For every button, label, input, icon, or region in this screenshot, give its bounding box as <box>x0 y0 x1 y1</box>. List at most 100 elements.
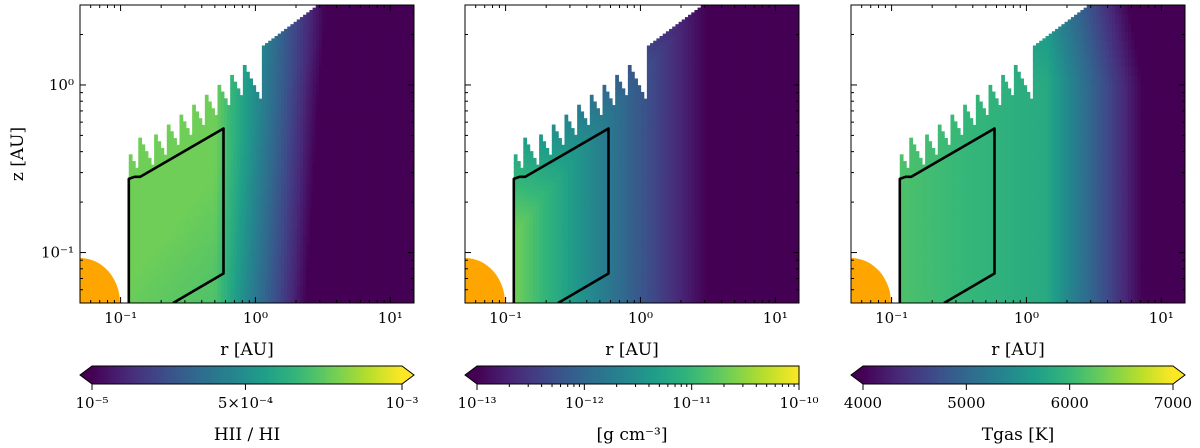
heatmap-cell <box>627 225 632 234</box>
heatmap-cell <box>325 171 330 181</box>
heatmap-cell <box>653 110 657 119</box>
heatmap-cell <box>379 101 383 111</box>
heatmap-cell <box>160 266 165 272</box>
heatmap-cell <box>593 249 597 257</box>
heatmap-cell <box>347 215 352 225</box>
heatmap-cell <box>567 276 572 283</box>
heatmap-cell <box>227 233 231 240</box>
heatmap-cell <box>366 285 371 295</box>
heatmap-cell <box>337 101 342 111</box>
heatmap-cell <box>554 207 559 213</box>
heatmap-cell <box>274 106 279 116</box>
heatmap-cell <box>166 135 171 141</box>
heatmap-cell <box>192 145 196 152</box>
heatmap-cell <box>287 262 292 272</box>
heatmap-cell <box>160 166 165 172</box>
heatmap-cell <box>239 186 244 194</box>
heatmap-cell <box>643 134 648 142</box>
heatmap-cell <box>379 110 383 120</box>
heatmap-cell <box>227 279 231 287</box>
heatmap-cell <box>258 194 263 202</box>
heatmap-cell <box>401 276 406 287</box>
heatmap-cell <box>131 177 136 183</box>
heatmap-cell <box>147 226 152 232</box>
heatmap-cell <box>337 276 342 287</box>
heatmap-cell <box>548 272 553 278</box>
heatmap-cell <box>182 206 187 213</box>
heatmap-cell <box>176 172 181 178</box>
heatmap-cell <box>268 133 272 142</box>
heatmap-cell <box>223 248 228 256</box>
heatmap-cell <box>337 162 342 173</box>
heatmap-cell <box>385 259 390 269</box>
heatmap-cell <box>163 215 168 221</box>
heatmap-cell <box>621 195 626 203</box>
heatmap-cell <box>131 298 136 303</box>
heatmap-cell <box>227 186 231 193</box>
heatmap-cell <box>293 129 298 139</box>
heatmap-cell <box>208 137 212 144</box>
heatmap-cell <box>249 98 253 106</box>
heatmap-cell <box>246 166 250 175</box>
heatmap-cell <box>334 215 339 225</box>
heatmap-cell <box>214 170 219 177</box>
heatmap-cell <box>334 154 339 164</box>
heatmap-cell <box>586 130 591 136</box>
heatmap-cell <box>227 169 231 176</box>
heatmap-cell <box>394 83 399 94</box>
heatmap-cell <box>322 92 326 103</box>
heatmap-cell <box>157 260 162 266</box>
heatmap-cell <box>605 278 610 285</box>
heatmap-cell <box>404 162 409 173</box>
heatmap-cell <box>284 45 288 54</box>
heatmap-cell <box>369 31 374 41</box>
heatmap-cell <box>369 189 374 199</box>
heatmap-cell <box>246 194 250 202</box>
heatmap-cell <box>179 136 184 143</box>
heatmap-cell <box>144 231 149 237</box>
heatmap-cell <box>236 176 241 184</box>
heatmap-cell <box>290 278 295 288</box>
heatmap-cell <box>182 265 187 272</box>
heatmap-cell <box>573 159 578 166</box>
heatmap-cell <box>545 230 550 236</box>
heatmap-cell <box>169 252 174 259</box>
heatmap-cell <box>252 264 257 272</box>
heatmap-cell <box>646 143 651 153</box>
heatmap-cell <box>665 135 670 144</box>
heatmap-cell <box>334 232 339 243</box>
heatmap-cell <box>535 209 540 215</box>
heatmap-cell <box>223 260 228 268</box>
heatmap-cell <box>586 156 591 163</box>
heatmap-cell <box>602 110 607 118</box>
heatmap-cell <box>239 125 244 133</box>
heatmap-cell <box>223 182 228 190</box>
heatmap-cell <box>615 128 619 136</box>
heatmap-cell <box>573 139 578 146</box>
heatmap-cell <box>532 234 537 240</box>
heatmap-cell <box>394 75 399 85</box>
heatmap-cell <box>366 5 371 15</box>
heatmap-cell <box>163 263 168 269</box>
heatmap-cell <box>341 92 345 103</box>
heatmap-cell <box>280 271 285 280</box>
heatmap-cell <box>144 280 149 286</box>
heatmap-cell <box>542 198 547 204</box>
heatmap-cell <box>615 141 619 150</box>
heatmap-cell <box>268 87 272 96</box>
heatmap-cell <box>401 92 406 103</box>
heatmap-cell <box>293 54 298 64</box>
heatmap-cell <box>227 198 231 205</box>
heatmap-cell <box>388 285 393 295</box>
heatmap-cell <box>306 72 311 82</box>
heatmap-cell <box>328 180 333 190</box>
heatmap-cell <box>331 180 336 190</box>
heatmap-cell <box>296 277 301 287</box>
heatmap-cell <box>653 210 657 219</box>
heatmap-cell <box>612 145 616 153</box>
heatmap-cell <box>204 186 209 194</box>
heatmap-cell <box>675 81 680 91</box>
heatmap-cell <box>312 224 317 235</box>
heatmap-cell <box>138 205 143 212</box>
heatmap-cell <box>583 161 588 168</box>
